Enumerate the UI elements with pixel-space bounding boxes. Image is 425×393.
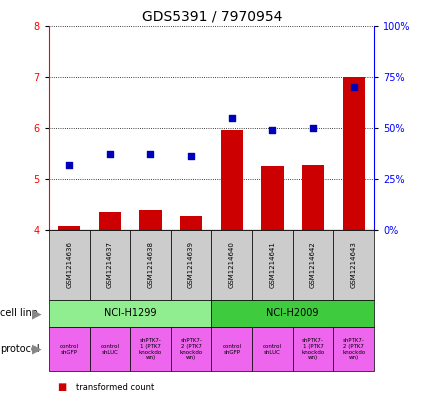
Bar (58, 226, 80, 230)
Text: shPTK7-
2 (PTK7
knockdo
wn): shPTK7- 2 (PTK7 knockdo wn) (179, 338, 203, 360)
Point (106, 151, 113, 158)
Bar (252, 230, 293, 300)
Bar (171, 327, 211, 371)
Text: control
shLUC: control shLUC (100, 344, 119, 354)
Text: cell line: cell line (0, 309, 38, 318)
Point (147, 151, 154, 158)
Bar (211, 327, 252, 371)
Text: GSM1214640: GSM1214640 (229, 241, 235, 288)
Text: shPTK7-
1 (PTK7
knockdo
wn): shPTK7- 1 (PTK7 knockdo wn) (301, 338, 325, 360)
Text: control
shGFP: control shGFP (222, 344, 241, 354)
Bar (49, 230, 90, 300)
Bar (130, 327, 171, 371)
Text: GSM1214643: GSM1214643 (351, 241, 357, 288)
Bar (49, 300, 211, 327)
Bar (211, 230, 252, 300)
Text: GSM1214637: GSM1214637 (107, 241, 113, 288)
Text: GDS5391 / 7970954: GDS5391 / 7970954 (142, 10, 283, 24)
Bar (130, 230, 171, 300)
Point (350, 84, 357, 90)
Bar (261, 166, 283, 230)
Text: ■: ■ (57, 382, 67, 392)
Text: GSM1214641: GSM1214641 (269, 241, 275, 288)
Bar (139, 211, 162, 230)
Bar (302, 165, 324, 230)
Text: GSM1214642: GSM1214642 (310, 242, 316, 288)
Bar (343, 77, 365, 230)
Bar (221, 130, 243, 230)
Bar (99, 212, 121, 230)
Bar (171, 230, 211, 300)
Bar (333, 230, 374, 300)
Text: shPTK7-
2 (PTK7
knockdo
wn): shPTK7- 2 (PTK7 knockdo wn) (342, 338, 366, 360)
Bar (252, 327, 293, 371)
Point (269, 127, 276, 133)
Text: ▶: ▶ (32, 307, 42, 320)
Bar (293, 230, 333, 300)
Point (188, 153, 195, 160)
Text: control
shLUC: control shLUC (263, 344, 282, 354)
Text: NCI-H2009: NCI-H2009 (266, 309, 319, 318)
Point (66, 162, 73, 168)
Text: GSM1214636: GSM1214636 (66, 241, 72, 288)
Bar (49, 327, 90, 371)
Point (228, 114, 235, 121)
Bar (293, 327, 333, 371)
Text: NCI-H1299: NCI-H1299 (104, 309, 156, 318)
Text: protocol: protocol (0, 344, 40, 354)
Bar (211, 300, 374, 327)
Text: ▶: ▶ (32, 343, 42, 356)
Text: transformed count: transformed count (76, 383, 155, 391)
Bar (333, 327, 374, 371)
Point (310, 125, 317, 131)
Bar (90, 230, 130, 300)
Bar (90, 327, 130, 371)
Text: shPTK7-
1 (PTK7
knockdo
wn): shPTK7- 1 (PTK7 knockdo wn) (139, 338, 162, 360)
Text: GSM1214639: GSM1214639 (188, 241, 194, 288)
Bar (180, 216, 202, 230)
Text: control
shGFP: control shGFP (60, 344, 79, 354)
Text: GSM1214638: GSM1214638 (147, 241, 153, 288)
